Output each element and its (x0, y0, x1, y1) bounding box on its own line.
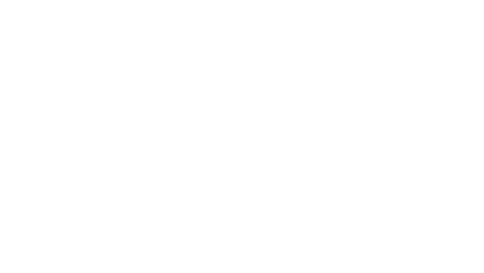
Text: 12%: 12% (225, 60, 253, 73)
Wedge shape (143, 52, 240, 136)
Text: 7%: 7% (173, 19, 193, 31)
Text: 2%: 2% (140, 12, 160, 25)
Text: 41%: 41% (189, 232, 217, 245)
Legend: Structure, Tuyauteries, Trappes, Menuiseries, Passage des équipements électrique: Structure, Tuyauteries, Trappes, Menuise… (262, 84, 484, 189)
Wedge shape (42, 36, 143, 210)
Wedge shape (74, 111, 243, 237)
Text: 38%: 38% (18, 86, 46, 99)
Wedge shape (143, 36, 155, 136)
Wedge shape (143, 37, 197, 136)
